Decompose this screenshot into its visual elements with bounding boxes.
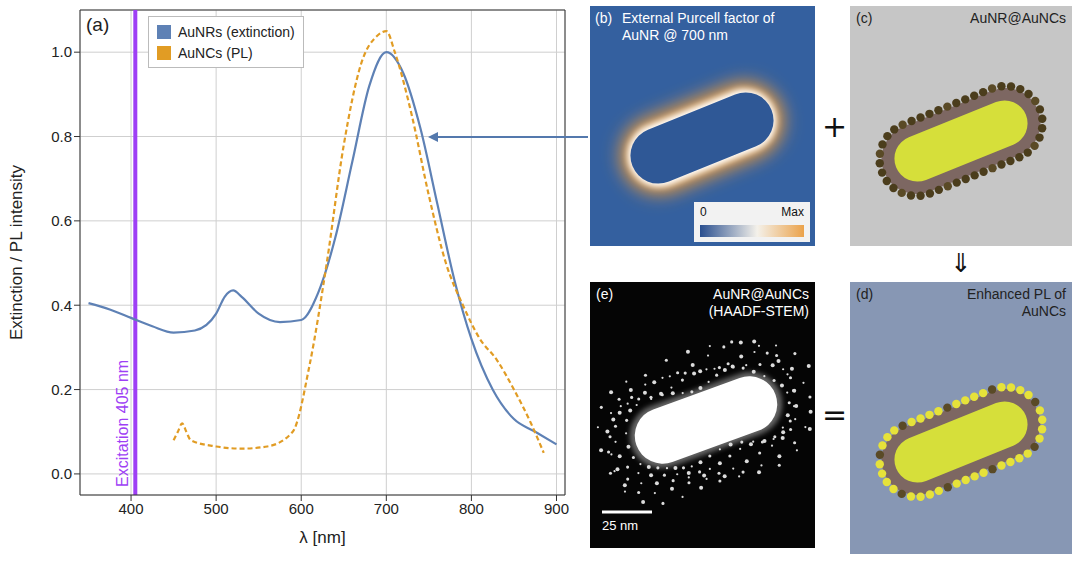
svg-text:0.4: 0.4 bbox=[51, 297, 72, 314]
svg-text:400: 400 bbox=[119, 500, 144, 517]
html-text:0: 0 bbox=[700, 205, 707, 219]
html-text:(b): (b) bbox=[595, 10, 613, 26]
html-text:AuNR@AuNCs: AuNR@AuNCs bbox=[970, 10, 1066, 26]
html-text:(e): (e) bbox=[596, 286, 614, 302]
svg-text:0.0: 0.0 bbox=[51, 465, 72, 482]
svg-text:Extinction / PL intensity: Extinction / PL intensity bbox=[7, 164, 26, 340]
html-text:(d): (d) bbox=[856, 286, 874, 302]
svg-text:0.6: 0.6 bbox=[51, 212, 72, 229]
svg-text:900: 900 bbox=[544, 500, 569, 517]
svg-text:Excitation 405 nm: Excitation 405 nm bbox=[114, 360, 131, 487]
html-text:AuNRs (extinction): AuNRs (extinction) bbox=[178, 23, 295, 40]
svg-text:500: 500 bbox=[204, 500, 229, 517]
svg-text:800: 800 bbox=[459, 500, 484, 517]
html-text:(a): (a) bbox=[86, 14, 110, 35]
html-text:External Purcell factor of AuN: External Purcell factor of AuNR @ 700 nm bbox=[622, 10, 775, 43]
html-text:AuNCs (PL): AuNCs (PL) bbox=[178, 44, 253, 61]
svg-text:600: 600 bbox=[289, 500, 314, 517]
html-text:Max: Max bbox=[781, 205, 804, 219]
svg-text:0.8: 0.8 bbox=[51, 128, 72, 145]
svg-text:1.0: 1.0 bbox=[51, 43, 72, 60]
svg-text:0.2: 0.2 bbox=[51, 381, 72, 398]
html-text:AuNR@AuNCs (HAADF-STEM): AuNR@AuNCs (HAADF-STEM) bbox=[708, 286, 809, 319]
html-text:25 nm: 25 nm bbox=[602, 518, 639, 533]
html-text:Enhanced PL of AuNCs: Enhanced PL of AuNCs bbox=[966, 286, 1066, 319]
svg-text:700: 700 bbox=[374, 500, 399, 517]
svg-text:λ [nm]: λ [nm] bbox=[299, 528, 345, 547]
html-text:(c): (c) bbox=[856, 10, 873, 26]
